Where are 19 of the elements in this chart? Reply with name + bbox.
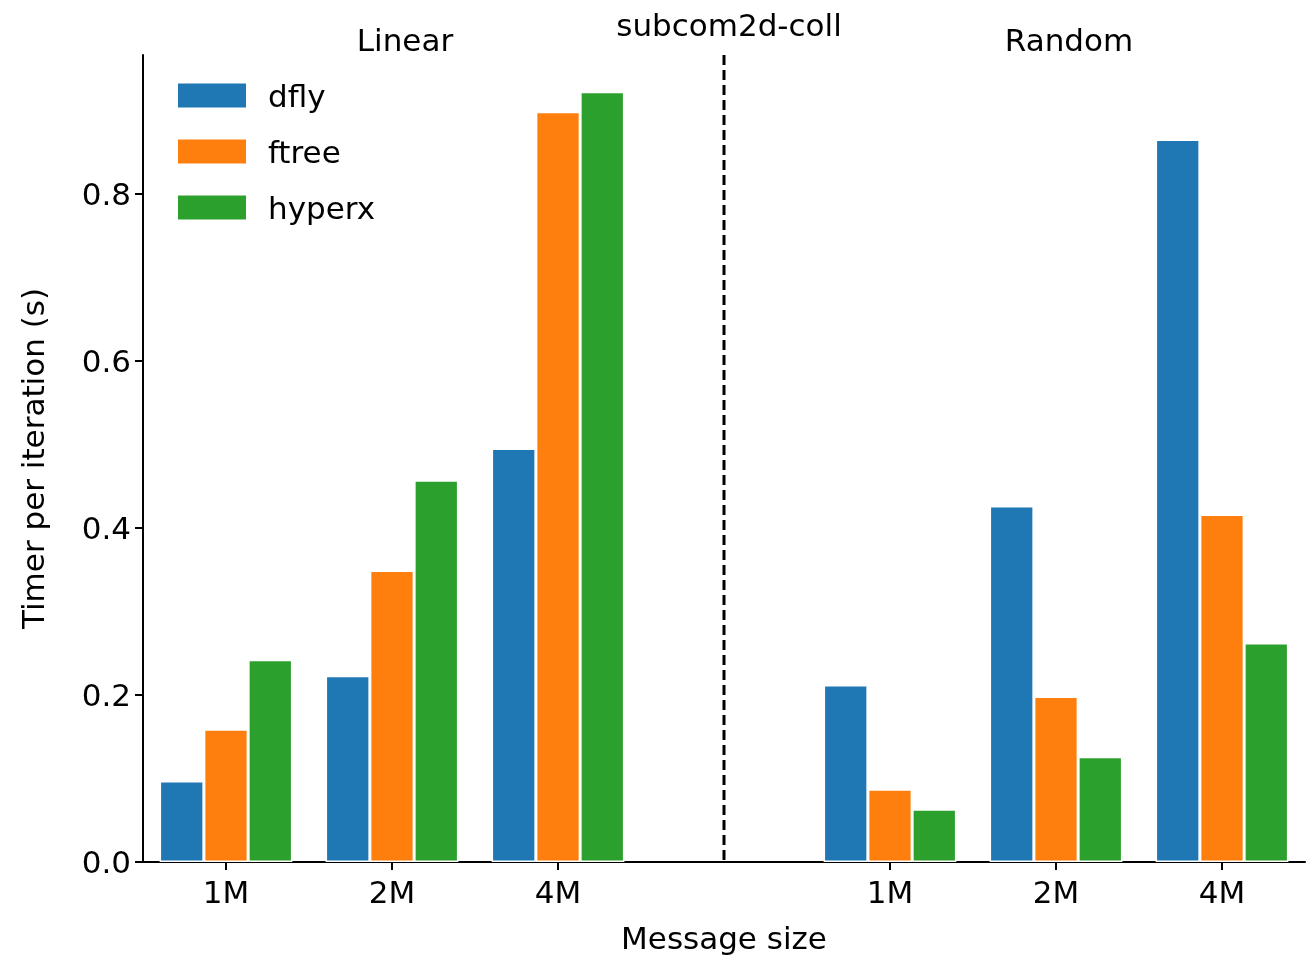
y-tick-label: 0.6 <box>81 342 131 379</box>
y-tick-label: 0.2 <box>81 676 131 713</box>
x-tick-label: 2M <box>368 873 416 910</box>
y-axis-title: Timer per iteration (s) <box>14 288 51 630</box>
x-tick-label: 1M <box>202 873 250 910</box>
legend-label: dfly <box>268 77 326 114</box>
y-tick-label: 0.4 <box>81 509 131 546</box>
legend-label: hyperx <box>268 189 376 226</box>
y-tick-label: 0.8 <box>81 175 131 212</box>
x-tick-label: 4M <box>1198 873 1246 910</box>
legend-label: ftree <box>268 133 341 170</box>
x-tick-label: 2M <box>1032 873 1080 910</box>
annotation: Random <box>1004 21 1134 58</box>
annotation: Linear <box>356 21 454 58</box>
chart-title: subcom2d-coll <box>616 6 842 43</box>
y-tick-label: 0.0 <box>81 844 131 880</box>
x-axis-title: Message size <box>621 919 827 956</box>
x-tick-label: 1M <box>866 873 914 910</box>
x-tick-label: 4M <box>534 873 582 910</box>
